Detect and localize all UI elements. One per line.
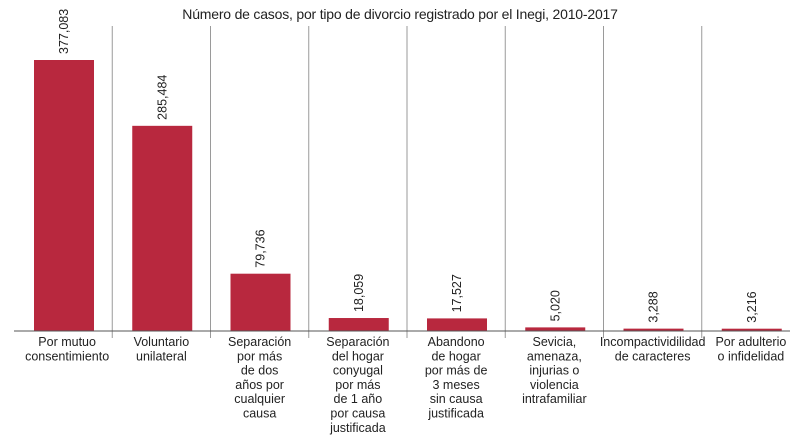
- chart-title: Número de casos, por tipo de divorcio re…: [182, 6, 618, 22]
- category-labels: Por mutuo consentimiento Voluntario unilate…: [25, 335, 786, 435]
- category-label: Voluntario unilateral: [134, 335, 190, 363]
- value-label: 18,059: [352, 274, 366, 312]
- column-separators: [111, 26, 703, 338]
- value-labels: 377,083 285,484 79,736 18,059 17,527 5,020 3,2…: [57, 9, 759, 323]
- bar: [132, 125, 193, 331]
- bar: [328, 318, 389, 331]
- value-label: 3,288: [647, 291, 661, 322]
- value-label: 17,527: [450, 274, 464, 312]
- bar: [525, 327, 586, 331]
- value-label: 377,083: [57, 9, 71, 54]
- value-label: 285,484: [155, 75, 169, 120]
- bar: [230, 273, 291, 331]
- category-label: Separación del hogar conyugal por más de 1 a…: [326, 335, 389, 435]
- bars: [34, 60, 782, 331]
- category-label: Por mutuo consentimiento: [25, 335, 109, 363]
- category-label: Sevicia, amenaza, injurias o violencia intra…: [522, 335, 587, 406]
- bar: [34, 60, 94, 331]
- category-label: Abandono de hogar por más de 3 meses sin cau…: [425, 335, 488, 421]
- bar: [721, 328, 782, 331]
- value-label: 3,216: [745, 291, 759, 322]
- category-label: Separación por más de dos años por cualquier…: [228, 335, 291, 421]
- value-label: 79,736: [254, 229, 268, 267]
- bar: [623, 328, 684, 331]
- value-label: 5,020: [548, 290, 562, 321]
- bar: [427, 318, 487, 331]
- category-label: Por adulterio o infidelidad: [715, 335, 786, 363]
- category-label: Incompactividilidad de caracteres: [600, 335, 706, 363]
